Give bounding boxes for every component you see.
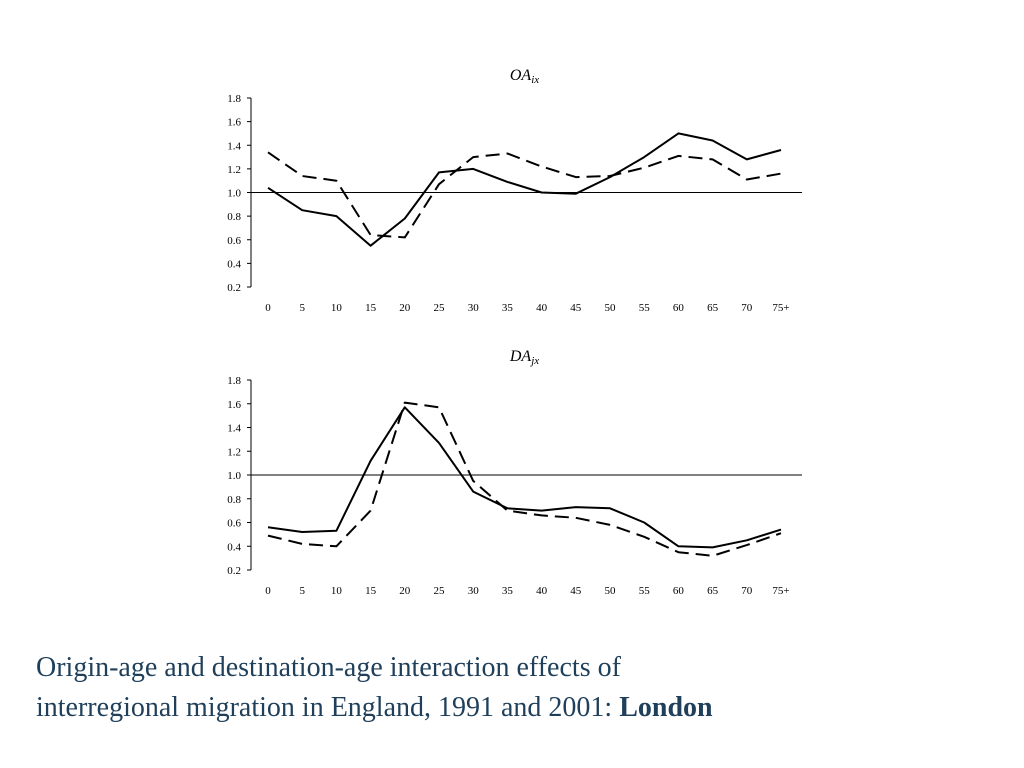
y-tick-label: 1.4 (227, 423, 241, 435)
y-tick-label: 1.8 (227, 93, 241, 105)
y-tick-label: 0.4 (227, 541, 241, 553)
y-tick-label: 0.4 (227, 258, 241, 270)
y-tick-label: 1.4 (227, 140, 241, 152)
y-tick-label: 0.8 (227, 211, 241, 223)
y-tick-label: 0.6 (227, 518, 241, 530)
chart-title-subscript: ix (531, 74, 539, 86)
chart-1: OAix 0.2 0.4 0.6 0.8 1.0 1.2 1.4 1.6 1.8 0 5 10 15 20 2… (227, 67, 802, 314)
x-tick-label: 75+ (772, 302, 789, 314)
slide-caption: Origin-age and destination-age interacti… (36, 648, 996, 728)
x-tick-label: 40 (536, 585, 548, 597)
x-tick-label: 15 (365, 585, 377, 597)
x-tick-label: 30 (468, 585, 480, 597)
x-tick-label: 40 (536, 302, 548, 314)
x-tick-label: 55 (639, 302, 651, 314)
series-line-dashed (267, 151, 782, 239)
caption-line-1: Origin-age and destination-age interacti… (36, 652, 621, 683)
y-tick-label: 1.0 (227, 470, 241, 482)
x-tick-label: 45 (570, 302, 582, 314)
chart-2: DAjx 0.2 0.4 0.6 0.8 1.0 1.2 1.4 1.6 1.8 0 5 10 15 20 2… (227, 348, 802, 597)
x-tick-label: 10 (331, 302, 343, 314)
y-tick-label: 1.6 (227, 399, 241, 411)
series-line-solid (267, 406, 782, 549)
y-tick-label: 1.8 (227, 375, 241, 387)
x-tick-label: 75+ (772, 585, 789, 597)
x-tick-label: 5 (299, 585, 305, 597)
y-tick-label: 0.2 (227, 282, 241, 294)
x-tick-label: 55 (639, 585, 651, 597)
chart-title-main: DA (509, 348, 532, 365)
caption-line-2: interregional migration in England, 1991… (36, 688, 996, 728)
x-tick-label: 35 (502, 585, 514, 597)
x-tick-label: 70 (741, 585, 753, 597)
chart-title-subscript: jx (529, 355, 539, 367)
x-tick-label: 30 (468, 302, 480, 314)
series-line-dashed (267, 401, 782, 557)
caption-line-2-text: interregional migration in England, 1991… (36, 692, 620, 723)
y-tick-label: 1.0 (227, 188, 241, 200)
x-tick-label: 60 (673, 585, 685, 597)
x-tick-label: 5 (299, 302, 305, 314)
y-tick-label: 1.6 (227, 117, 241, 129)
chart-title-main: OA (510, 67, 532, 84)
x-tick-label: 65 (707, 585, 719, 597)
x-tick-label: 60 (673, 302, 685, 314)
x-tick-label: 50 (605, 585, 617, 597)
chart-title: DAjx (509, 348, 539, 367)
x-tick-label: 15 (365, 302, 377, 314)
x-tick-label: 35 (502, 302, 514, 314)
series-line-solid (267, 132, 782, 247)
x-tick-label: 25 (434, 585, 446, 597)
charts-canvas: OAix 0.2 0.4 0.6 0.8 1.0 1.2 1.4 1.6 1.8 0 5 10 15 20 2… (227, 67, 802, 597)
y-tick-label: 1.2 (227, 164, 241, 176)
x-tick-label: 65 (707, 302, 719, 314)
x-tick-label: 0 (265, 302, 271, 314)
x-tick-label: 70 (741, 302, 753, 314)
y-tick-label: 1.2 (227, 446, 241, 458)
y-tick-label: 0.6 (227, 235, 241, 247)
x-tick-label: 25 (434, 302, 446, 314)
x-tick-label: 20 (399, 585, 411, 597)
chart-title: OAix (510, 67, 539, 86)
x-tick-label: 45 (570, 585, 582, 597)
y-tick-label: 0.8 (227, 494, 241, 506)
caption-region: London (619, 692, 713, 723)
y-tick-label: 0.2 (227, 565, 241, 577)
x-tick-label: 20 (399, 302, 411, 314)
x-tick-label: 50 (605, 302, 617, 314)
x-tick-label: 0 (265, 585, 271, 597)
x-tick-label: 10 (331, 585, 343, 597)
